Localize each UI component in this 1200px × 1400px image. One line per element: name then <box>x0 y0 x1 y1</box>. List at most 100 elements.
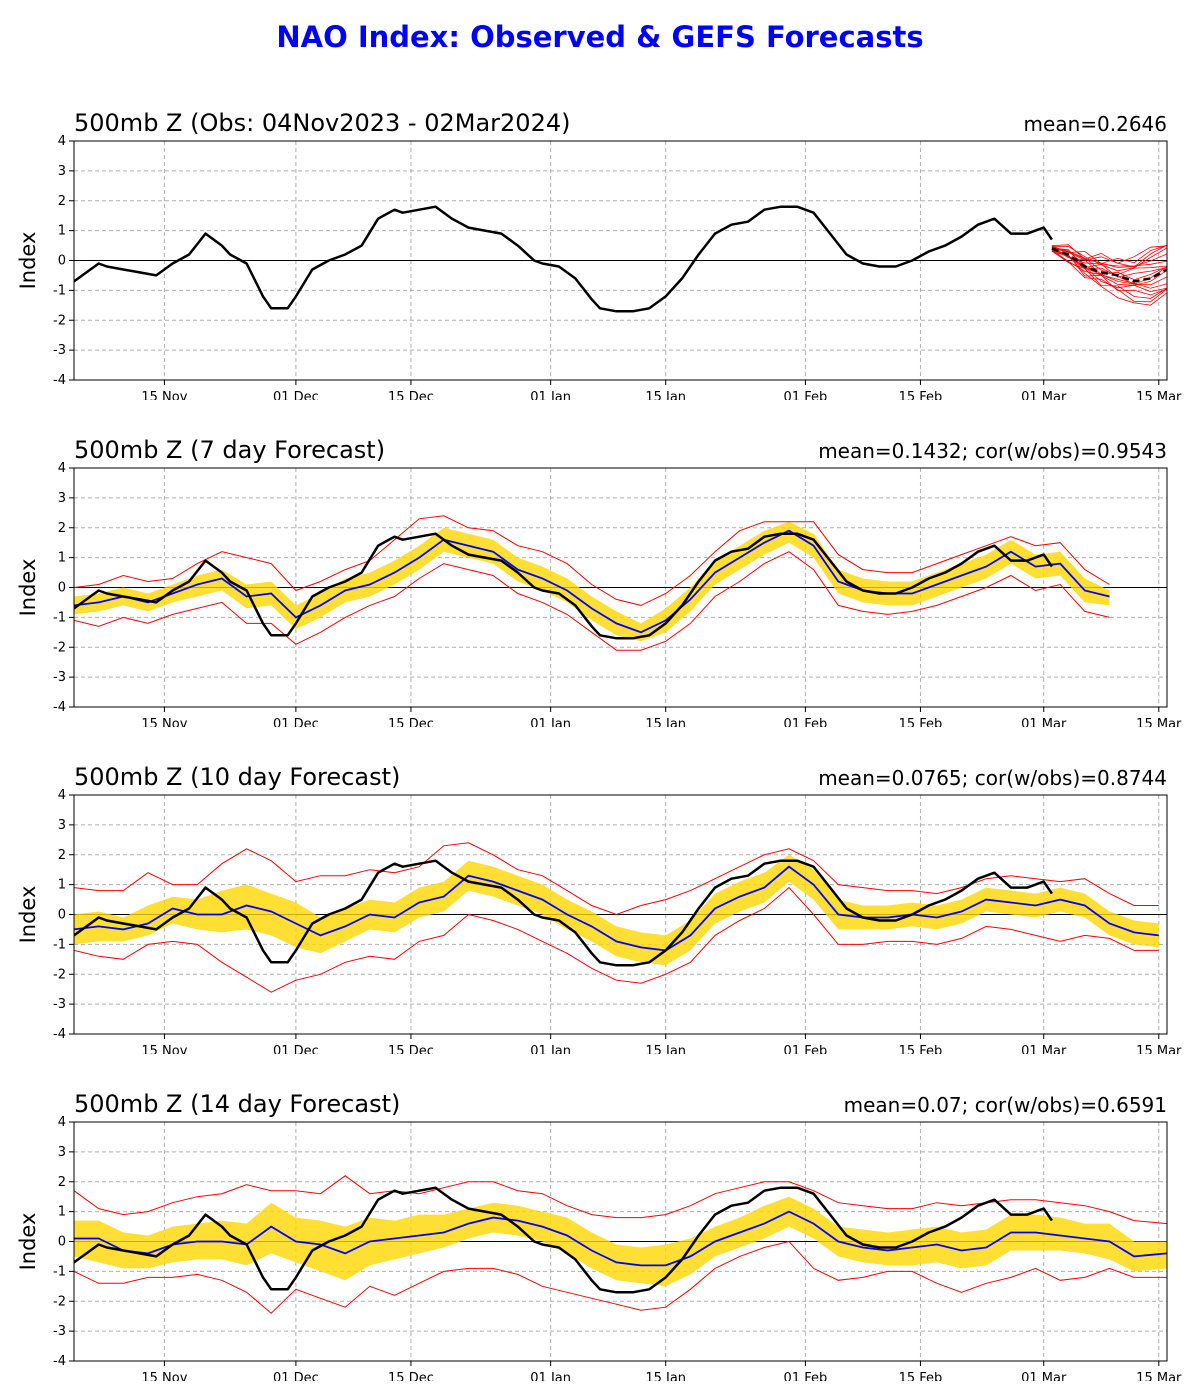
y-tick-label: -1 <box>53 610 66 625</box>
x-tick-label: 01 Jan <box>530 1371 571 1381</box>
y-tick-label: 1 <box>58 1205 66 1220</box>
y-axis-label: Index <box>16 1213 40 1271</box>
y-tick-label: 3 <box>58 164 66 179</box>
chart-panel-2: 500mb Z (7 day Forecast) mean=0.1432; cor… <box>16 436 1182 727</box>
x-tick-label: 15 Jan <box>645 390 686 400</box>
plot-area <box>74 205 1167 313</box>
y-tick-label: 4 <box>58 788 66 803</box>
x-tick-label: 01 Dec <box>273 1044 319 1054</box>
y-tick-label: -3 <box>53 670 66 685</box>
x-tick-label: 15 Jan <box>645 1371 686 1381</box>
y-tick-label: 1 <box>58 224 66 239</box>
x-tick-label: 01 Mar <box>1021 1044 1067 1054</box>
observed-line <box>74 532 1053 640</box>
x-tick-label: 01 Mar <box>1021 1371 1067 1381</box>
y-tick-label: -1 <box>53 283 66 298</box>
y-axis-label: Index <box>16 559 40 617</box>
chart-panel-3: 500mb Z (10 day Forecast) mean=0.0765; co… <box>16 763 1182 1054</box>
observed-line <box>74 1186 1053 1294</box>
y-axis-label: Index <box>16 232 40 290</box>
y-tick-label: 4 <box>58 134 66 149</box>
y-tick-label: 0 <box>58 581 66 596</box>
y-tick-label: -2 <box>53 640 66 655</box>
y-tick-label: 4 <box>58 461 66 476</box>
spread-band <box>74 854 1159 966</box>
y-tick-label: -2 <box>53 1294 66 1309</box>
x-tick-label: 15 Feb <box>899 1044 943 1054</box>
x-tick-label: 15 Dec <box>388 390 434 400</box>
x-tick-label: 01 Feb <box>784 717 828 727</box>
ensemble-mean-line <box>74 1210 1167 1267</box>
y-tick-label: -4 <box>53 373 66 388</box>
ensemble-mean-line <box>1051 247 1167 283</box>
x-tick-label: 01 Jan <box>530 717 571 727</box>
ensemble-member-line <box>1051 244 1167 265</box>
spread-band <box>74 521 1110 642</box>
axes-frame <box>73 140 1168 381</box>
lower-extreme-line <box>74 886 1159 993</box>
panel-title: 500mb Z (10 day Forecast) <box>74 763 400 791</box>
y-tick-label: 0 <box>58 254 66 269</box>
x-tick-label: 01 Dec <box>273 717 319 727</box>
x-tick-label: 15 Nov <box>141 390 187 400</box>
x-tick-label: 01 Mar <box>1021 390 1067 400</box>
x-tick-label: 15 Mar <box>1136 1371 1182 1381</box>
chart-panel-1: 500mb Z (Obs: 04Nov2023 - 02Mar2024) mean… <box>16 109 1182 400</box>
y-tick-label: 2 <box>58 1175 66 1190</box>
y-tick-label: 2 <box>58 521 66 536</box>
ensemble-member-line <box>1051 250 1167 303</box>
y-tick-label: 2 <box>58 848 66 863</box>
x-tick-label: 15 Mar <box>1136 390 1182 400</box>
upper-extreme-line <box>74 1175 1167 1225</box>
lower-extreme-line <box>74 551 1110 651</box>
ensemble-member-line <box>1051 245 1167 272</box>
x-tick-label: 01 Dec <box>273 390 319 400</box>
y-tick-label: 1 <box>58 878 66 893</box>
y-tick-label: -4 <box>53 1354 66 1369</box>
panel-stat: mean=0.07; cor(w/obs)=0.6591 <box>844 1093 1167 1117</box>
x-tick-label: 15 Nov <box>141 1371 187 1381</box>
lower-extreme-line <box>74 1240 1167 1314</box>
y-tick-label: 3 <box>58 818 66 833</box>
ensemble-member-line <box>1051 250 1167 299</box>
x-tick-label: 01 Dec <box>273 1371 319 1381</box>
panel-title: 500mb Z (7 day Forecast) <box>74 436 385 464</box>
y-tick-label: 0 <box>58 1235 66 1250</box>
y-tick-label: -3 <box>53 1324 66 1339</box>
x-tick-label: 01 Jan <box>530 390 571 400</box>
observed-line <box>74 205 1053 313</box>
y-tick-label: -1 <box>53 937 66 952</box>
y-tick-label: -2 <box>53 967 66 982</box>
plot-area <box>74 842 1167 993</box>
x-tick-label: 15 Dec <box>388 717 434 727</box>
ensemble-member-line <box>1051 249 1167 289</box>
y-tick-label: 3 <box>58 491 66 506</box>
x-tick-label: 01 Feb <box>784 1044 828 1054</box>
x-tick-label: 15 Dec <box>388 1371 434 1381</box>
x-tick-label: 15 Feb <box>899 717 943 727</box>
panel-stat: mean=0.2646 <box>1024 112 1167 136</box>
ensemble-member-line <box>1051 244 1167 264</box>
x-tick-label: 15 Jan <box>645 1044 686 1054</box>
upper-extreme-line <box>74 515 1110 606</box>
y-tick-label: 1 <box>58 551 66 566</box>
y-axis-label: Index <box>16 886 40 944</box>
ensemble-mean-line <box>74 865 1159 952</box>
plot-area <box>74 515 1167 651</box>
x-tick-label: 01 Feb <box>784 390 828 400</box>
y-tick-label: -4 <box>53 1027 66 1042</box>
panel-title: 500mb Z (Obs: 04Nov2023 - 02Mar2024) <box>74 109 570 137</box>
panel-stat: mean=0.1432; cor(w/obs)=0.9543 <box>818 439 1167 463</box>
x-tick-label: 15 Nov <box>141 1044 187 1054</box>
ensemble-member-line <box>1051 244 1167 268</box>
x-tick-label: 15 Mar <box>1136 717 1182 727</box>
axes-frame <box>73 467 1168 708</box>
y-tick-label: -3 <box>53 997 66 1012</box>
observed-line <box>74 859 1053 967</box>
x-tick-label: 15 Mar <box>1136 1044 1182 1054</box>
y-tick-label: -2 <box>53 313 66 328</box>
panel-title: 500mb Z (14 day Forecast) <box>74 1090 400 1118</box>
x-tick-label: 15 Jan <box>645 717 686 727</box>
x-tick-label: 01 Mar <box>1021 717 1067 727</box>
y-tick-label: -1 <box>53 1264 66 1279</box>
